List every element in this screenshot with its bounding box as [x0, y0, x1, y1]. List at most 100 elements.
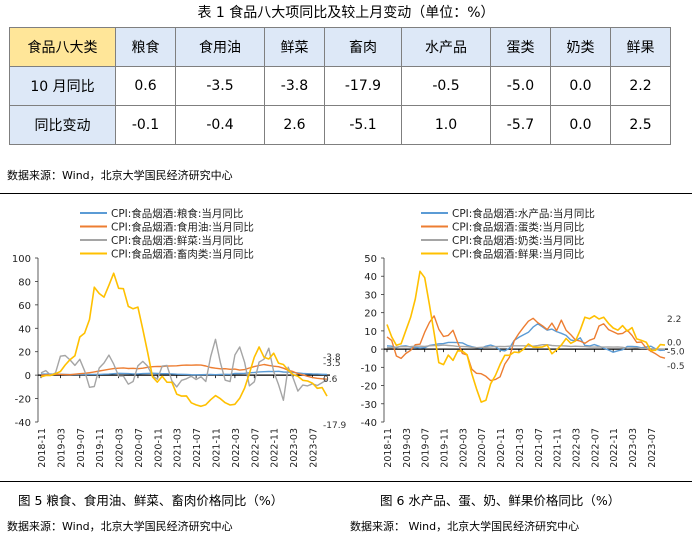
header-cell: 鲜菜 — [263, 27, 325, 67]
x-tick-label: 2020-11 — [496, 428, 507, 468]
end-value-label: -0.5 — [667, 362, 685, 372]
legend-label: CPI:食品烟酒:鲜菜:当月同比 — [111, 234, 243, 247]
x-tick-label: 2022-03 — [231, 428, 242, 468]
table-cell: 0.0 — [549, 105, 611, 145]
x-tick-label: 2022-11 — [609, 428, 620, 468]
table-cell: -5.7 — [489, 105, 551, 145]
legend-label: CPI:食品烟酒:粮食:当月同比 — [111, 207, 243, 220]
end-value-label: 2.2 — [667, 315, 681, 325]
table-cell: 1.0 — [401, 105, 491, 145]
table-cell: 2.6 — [263, 105, 325, 145]
y-tick-label: -10 — [361, 363, 377, 374]
table-cell: -0.4 — [175, 105, 265, 145]
y-tick-label: 0 — [25, 371, 31, 382]
y-tick-label: -20 — [361, 382, 377, 393]
x-tick-label: 2020-03 — [458, 428, 469, 468]
x-tick-label: 2023-07 — [308, 428, 319, 468]
y-tick-label: 50 — [364, 254, 377, 265]
y-tick-label: 40 — [364, 272, 377, 283]
x-tick-label: 2020-07 — [477, 428, 488, 468]
source-note-left: 数据来源：Wind，北京大学国民经济研究中心 — [7, 520, 233, 533]
table-cell: -0.5 — [401, 66, 491, 106]
x-tick-label: 2022-11 — [270, 428, 281, 468]
table-cell: -3.5 — [175, 66, 265, 106]
table-cell: 0.6 — [115, 66, 176, 106]
y-tick-label: 80 — [18, 277, 31, 288]
x-tick-label: 2019-11 — [440, 428, 451, 468]
x-tick-label: 2021-03 — [515, 428, 526, 468]
x-tick-label: 2022-07 — [250, 428, 261, 468]
series-line — [386, 315, 666, 382]
legend-label: CPI:食品烟酒:畜肉类:当月同比 — [111, 248, 254, 261]
y-tick-label: 100 — [12, 254, 31, 265]
table-row: 10 月同比 0.6 -3.5 -3.8 -17.9 -0.5 -5.0 0.0… — [9, 66, 672, 106]
header-cell: 食用油 — [175, 27, 265, 67]
table-row: 同比变动 -0.1 -0.4 2.6 -5.1 1.0 -5.7 0.0 2.5 — [9, 105, 672, 145]
series-line — [386, 270, 666, 403]
x-tick-label: 2021-11 — [553, 428, 564, 468]
header-cell: 粮食 — [115, 27, 176, 67]
series-line — [386, 323, 666, 353]
figure-caption-left: 图 5 粮食、食用油、鲜菜、畜肉价格同比（%） — [18, 493, 284, 508]
legend-label: CPI:食品烟酒:奶类:当月同比 — [452, 234, 584, 247]
x-tick-label: 2020-03 — [115, 428, 126, 468]
y-tick-label: 0 — [371, 345, 377, 356]
y-tick-label: 40 — [18, 324, 31, 335]
header-cell: 蛋类 — [489, 27, 551, 67]
divider — [0, 481, 692, 482]
x-tick-label: 2019-11 — [95, 428, 106, 468]
y-tick-label: 30 — [364, 290, 377, 301]
end-value-label: 0.6 — [323, 375, 338, 385]
table-source-note: 数据来源：Wind，北京大学国民经济研究中心 — [7, 169, 233, 182]
series-line — [40, 272, 328, 408]
table-cell: -17.9 — [323, 66, 403, 106]
y-tick-label: -30 — [361, 400, 377, 411]
table-cell: -3.8 — [263, 66, 325, 106]
y-tick-label: -40 — [15, 418, 31, 429]
legend-label: CPI:食品烟酒:鲜果:当月同比 — [452, 248, 584, 261]
legend-label: CPI:食品烟酒:食用油:当月同比 — [111, 221, 254, 234]
x-tick-label: 2021-07 — [192, 428, 203, 468]
y-tick-label: -20 — [15, 395, 31, 406]
header-cell: 食品八大类 — [9, 27, 116, 67]
header-cell: 奶类 — [549, 27, 611, 67]
header-cell: 水产品 — [401, 27, 491, 67]
legend-label: CPI:食品烟酒:蛋类:当月同比 — [452, 221, 584, 234]
header-cell: 畜肉 — [323, 27, 403, 67]
table-header-row: 食品八大类 粮食 食用油 鲜菜 畜肉 水产品 蛋类 奶类 鲜果 — [9, 27, 672, 67]
y-tick-label: 10 — [364, 327, 377, 338]
end-value-label: -17.9 — [323, 421, 347, 431]
x-tick-label: 2019-03 — [402, 428, 413, 468]
y-tick-label: 60 — [18, 301, 31, 312]
header-cell: 鲜果 — [609, 27, 672, 67]
source-note-right: 数据来源： Wind，北京大学国民经济研究中心 — [350, 520, 580, 533]
x-tick-label: 2023-03 — [628, 428, 639, 468]
chart-aquatic-egg-milk-fruit: CPI:食品烟酒:水产品:当月同比CPI:食品烟酒:蛋类:当月同比CPI:食品烟… — [361, 207, 685, 468]
series-line — [41, 370, 328, 376]
x-tick-label: 2019-03 — [56, 428, 67, 468]
row-label-cell: 10 月同比 — [9, 66, 116, 106]
series-line — [40, 338, 328, 402]
row-label-cell: 同比变动 — [9, 105, 116, 145]
end-value-label: -3.8 — [323, 353, 341, 363]
x-tick-label: 2020-11 — [153, 428, 164, 468]
x-tick-label: 2018-11 — [383, 428, 394, 468]
table-cell: 2.2 — [609, 66, 672, 106]
series-line — [40, 363, 328, 380]
x-tick-label: 2020-07 — [134, 428, 145, 468]
food-price-table: 食品八大类 粮食 食用油 鲜菜 畜肉 水产品 蛋类 奶类 鲜果 10 月同比 0… — [9, 27, 672, 145]
x-tick-label: 2019-07 — [76, 428, 87, 468]
x-tick-label: 2018-11 — [37, 428, 48, 468]
table-cell: -5.1 — [323, 105, 403, 145]
x-tick-label: 2021-07 — [534, 428, 545, 468]
x-tick-label: 2021-03 — [173, 428, 184, 468]
legend-label: CPI:食品烟酒:水产品:当月同比 — [452, 207, 595, 220]
x-tick-label: 2023-03 — [289, 428, 300, 468]
x-tick-label: 2021-11 — [212, 428, 223, 468]
chart-grain-oil-veg-meat: CPI:食品烟酒:粮食:当月同比CPI:食品烟酒:食用油:当月同比CPI:食品烟… — [12, 207, 347, 468]
table-cell: -0.1 — [115, 105, 176, 145]
y-tick-label: 20 — [364, 309, 377, 320]
x-tick-label: 2022-03 — [571, 428, 582, 468]
y-tick-label: -40 — [361, 418, 377, 429]
table-cell: -5.0 — [489, 66, 551, 106]
